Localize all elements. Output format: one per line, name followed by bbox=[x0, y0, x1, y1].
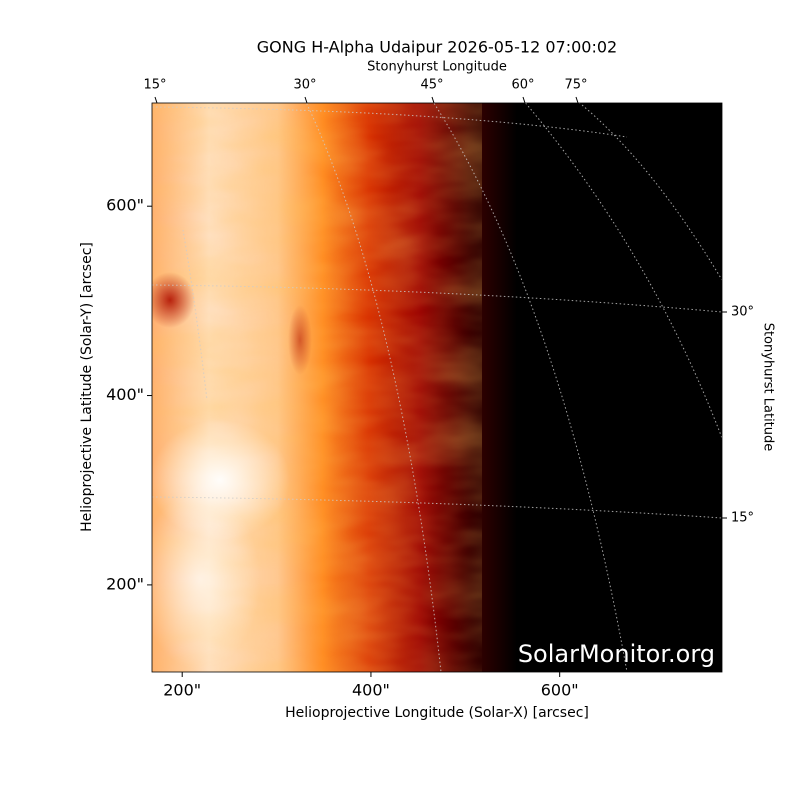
right-axis-label: Stonyhurst Latitude bbox=[761, 323, 776, 452]
top-tick bbox=[154, 96, 158, 104]
x-tick-label: 400" bbox=[352, 681, 390, 700]
y-tick-label: 200" bbox=[106, 574, 144, 593]
top-tick bbox=[431, 96, 435, 104]
x-tick-label: 200" bbox=[163, 681, 201, 700]
top-tick bbox=[304, 96, 308, 104]
solar-image bbox=[152, 103, 722, 672]
y-axis-label: Helioprojective Latitude (Solar-Y) [arcs… bbox=[79, 242, 95, 532]
right-tick-label: 30° bbox=[731, 305, 754, 320]
top-tick-label: 60° bbox=[511, 78, 534, 93]
top-tick-label: 30° bbox=[293, 78, 316, 93]
y-tick-label: 400" bbox=[106, 385, 144, 404]
top-tick-label: 75° bbox=[564, 78, 587, 93]
y-tick-label: 600" bbox=[106, 196, 144, 215]
plot-frame bbox=[151, 102, 723, 673]
top-tick-label: 45° bbox=[420, 78, 443, 93]
top-tick bbox=[575, 96, 579, 104]
watermark: SolarMonitor.org bbox=[518, 640, 715, 668]
x-axis-label: Helioprojective Longitude (Solar-X) [arc… bbox=[285, 705, 589, 721]
x-tick-label: 600" bbox=[541, 681, 579, 700]
top-tick bbox=[522, 96, 526, 104]
top-axis-label: Stonyhurst Longitude bbox=[367, 60, 507, 75]
chart-title: GONG H-Alpha Udaipur 2026-05-12 07:00:02 bbox=[257, 38, 617, 57]
top-tick-label: 15° bbox=[143, 78, 166, 93]
right-tick-label: 15° bbox=[731, 511, 754, 526]
